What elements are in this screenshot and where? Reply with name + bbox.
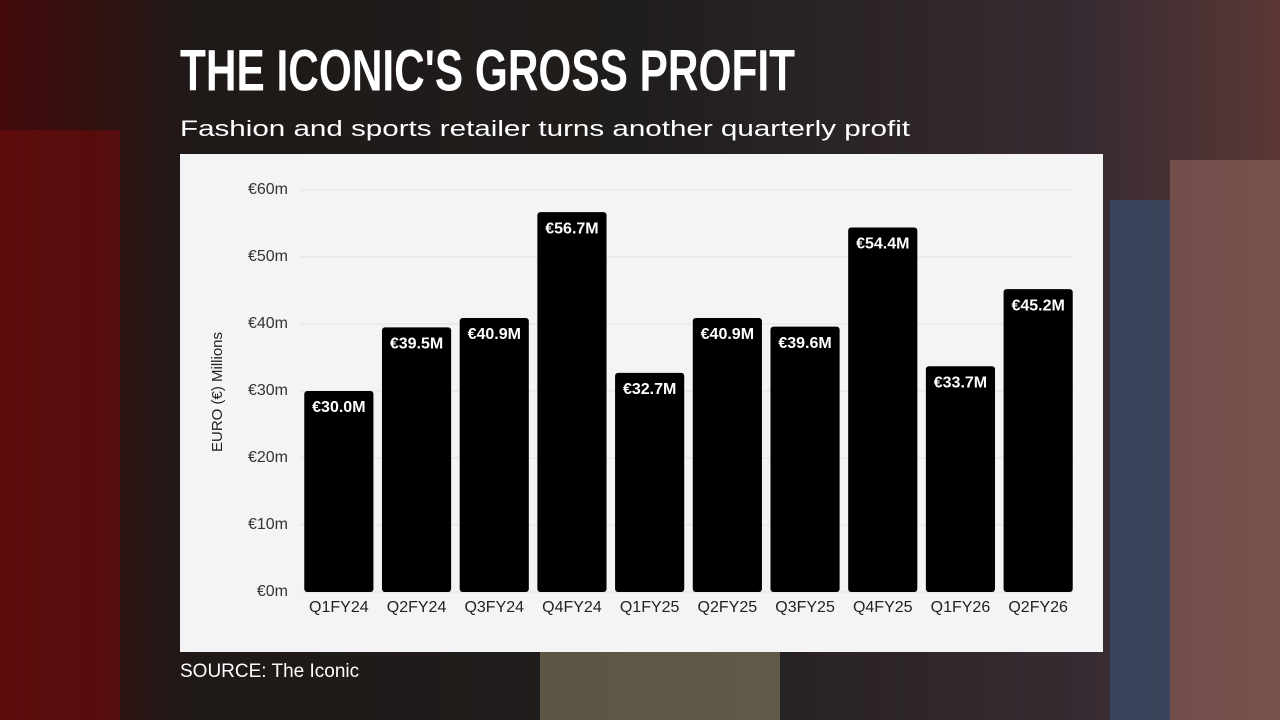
- value-label: €45.2M: [1011, 297, 1064, 314]
- bar: [692, 317, 762, 592]
- bar: [1003, 289, 1073, 592]
- x-tick-label: Q2FY26: [1008, 599, 1068, 616]
- bar: [459, 317, 529, 592]
- bar: [537, 212, 607, 593]
- bar: [381, 327, 452, 592]
- x-tick-label: Q2FY24: [387, 599, 447, 616]
- background-decor: [1110, 200, 1170, 720]
- y-tick-label: €0m: [257, 583, 288, 600]
- y-tick-label: €60m: [248, 181, 288, 198]
- value-label: €56.7M: [545, 220, 598, 237]
- chart-title: THE ICONIC'S GROSS PROFIT: [180, 38, 795, 103]
- y-axis-label: EURO (€) Millions: [209, 332, 226, 452]
- bar: [925, 366, 996, 592]
- y-tick-label: €30m: [248, 382, 288, 399]
- x-tick-label: Q3FY24: [464, 599, 524, 616]
- value-label: €30.0M: [312, 399, 365, 416]
- x-tick-label: Q2FY25: [698, 599, 758, 616]
- background-decor: [540, 652, 780, 720]
- value-label: €32.7M: [623, 381, 676, 398]
- value-label: €39.5M: [390, 336, 443, 353]
- x-tick-label: Q1FY26: [931, 599, 991, 616]
- value-label: €40.9M: [468, 326, 521, 343]
- y-tick-label: €40m: [248, 315, 288, 332]
- bar: [615, 372, 685, 592]
- chart-subtitle: Fashion and sports retailer turns anothe…: [180, 116, 910, 141]
- x-tick-label: Q1FY25: [620, 599, 680, 616]
- x-tick-label: Q4FY25: [853, 599, 913, 616]
- y-tick-label: €10m: [248, 516, 288, 533]
- bar: [770, 326, 840, 592]
- y-tick-label: €20m: [248, 449, 288, 466]
- bar: [304, 391, 374, 592]
- value-label: €54.4M: [856, 236, 909, 253]
- bar: [848, 227, 918, 592]
- value-label: €39.6M: [778, 335, 831, 352]
- source: SOURCE: The Iconic: [180, 661, 359, 682]
- background-decor: [0, 130, 120, 720]
- value-label: €40.9M: [701, 326, 754, 343]
- x-tick-label: Q4FY24: [542, 599, 602, 616]
- x-tick-label: Q1FY24: [309, 599, 369, 616]
- value-label: €33.7M: [934, 374, 987, 391]
- background-decor: [1170, 160, 1280, 720]
- y-tick-label: €50m: [248, 248, 288, 265]
- x-tick-label: Q3FY25: [775, 599, 835, 616]
